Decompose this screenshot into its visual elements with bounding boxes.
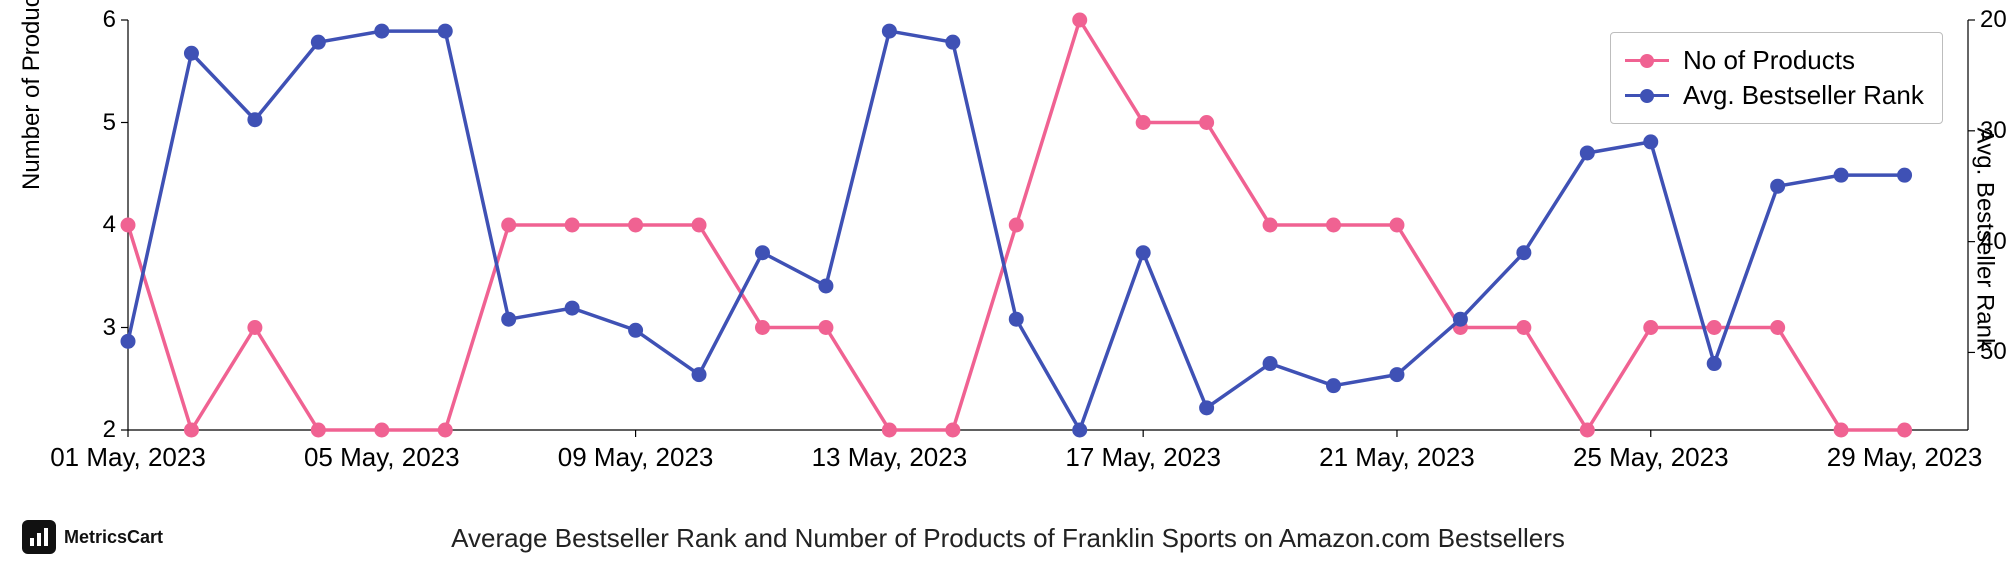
y-right-tick-label: 40 xyxy=(1980,228,2007,256)
y-left-tick-label: 2 xyxy=(103,416,116,444)
x-tick-label: 05 May, 2023 xyxy=(302,442,462,473)
legend-label: Avg. Bestseller Rank xyxy=(1683,78,1924,113)
chart-container: Number of Products Avg. Bestseller Rank … xyxy=(0,0,2016,576)
x-tick-label: 13 May, 2023 xyxy=(809,442,969,473)
x-tick-label: 29 May, 2023 xyxy=(1825,442,1985,473)
y-right-tick-label: 30 xyxy=(1980,117,2007,145)
x-tick-label: 09 May, 2023 xyxy=(556,442,716,473)
legend-label: No of Products xyxy=(1683,43,1855,78)
brand-text: MetricsCart xyxy=(64,527,163,548)
y-left-tick-label: 6 xyxy=(103,6,116,34)
y-left-tick-label: 4 xyxy=(103,211,116,239)
y-left-tick-label: 5 xyxy=(103,109,116,137)
y-left-tick-label: 3 xyxy=(103,314,116,342)
brand-logo-icon xyxy=(22,520,56,554)
y-right-tick-label: 50 xyxy=(1980,338,2007,366)
y-right-tick-label: 20 xyxy=(1980,6,2007,34)
x-tick-label: 01 May, 2023 xyxy=(48,442,208,473)
legend-swatch xyxy=(1625,54,1669,68)
legend: No of ProductsAvg. Bestseller Rank xyxy=(1610,32,1943,124)
y-left-axis-title: Number of Products xyxy=(18,0,46,190)
x-tick-label: 25 May, 2023 xyxy=(1571,442,1731,473)
legend-item: Avg. Bestseller Rank xyxy=(1625,78,1924,113)
x-tick-label: 21 May, 2023 xyxy=(1317,442,1477,473)
x-tick-label: 17 May, 2023 xyxy=(1063,442,1223,473)
legend-swatch xyxy=(1625,89,1669,103)
brand-badge: MetricsCart xyxy=(22,520,163,554)
chart-caption: Average Bestseller Rank and Number of Pr… xyxy=(0,523,2016,554)
legend-item: No of Products xyxy=(1625,43,1924,78)
